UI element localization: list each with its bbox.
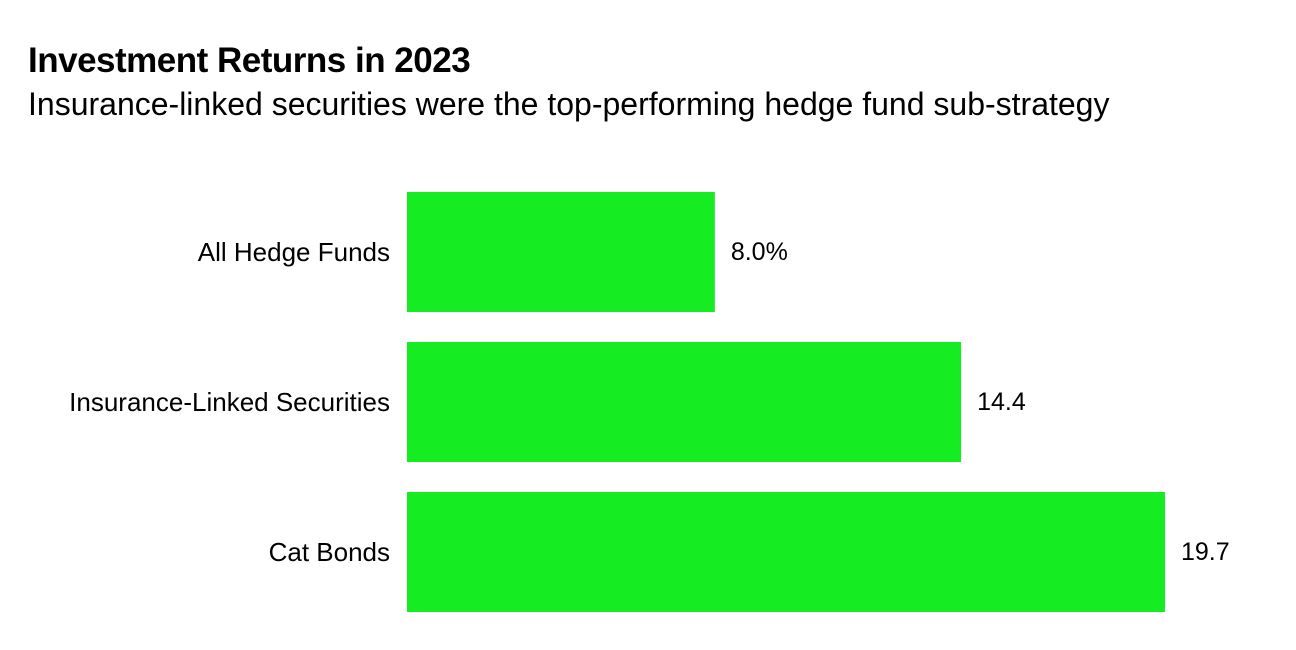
category-label: Cat Bonds: [269, 537, 390, 567]
value-label: 14.4: [977, 388, 1026, 416]
category-label: Insurance-Linked Securities: [69, 387, 390, 417]
bar: [407, 492, 1165, 612]
category-label: All Hedge Funds: [198, 237, 390, 267]
value-label: 19.7: [1181, 538, 1230, 566]
chart-subtitle: Insurance-linked securities were the top…: [28, 86, 1110, 122]
chart-title: Investment Returns in 2023: [28, 41, 471, 80]
bar: [407, 192, 715, 312]
value-label: 8.0%: [731, 238, 788, 266]
bar: [407, 342, 962, 462]
